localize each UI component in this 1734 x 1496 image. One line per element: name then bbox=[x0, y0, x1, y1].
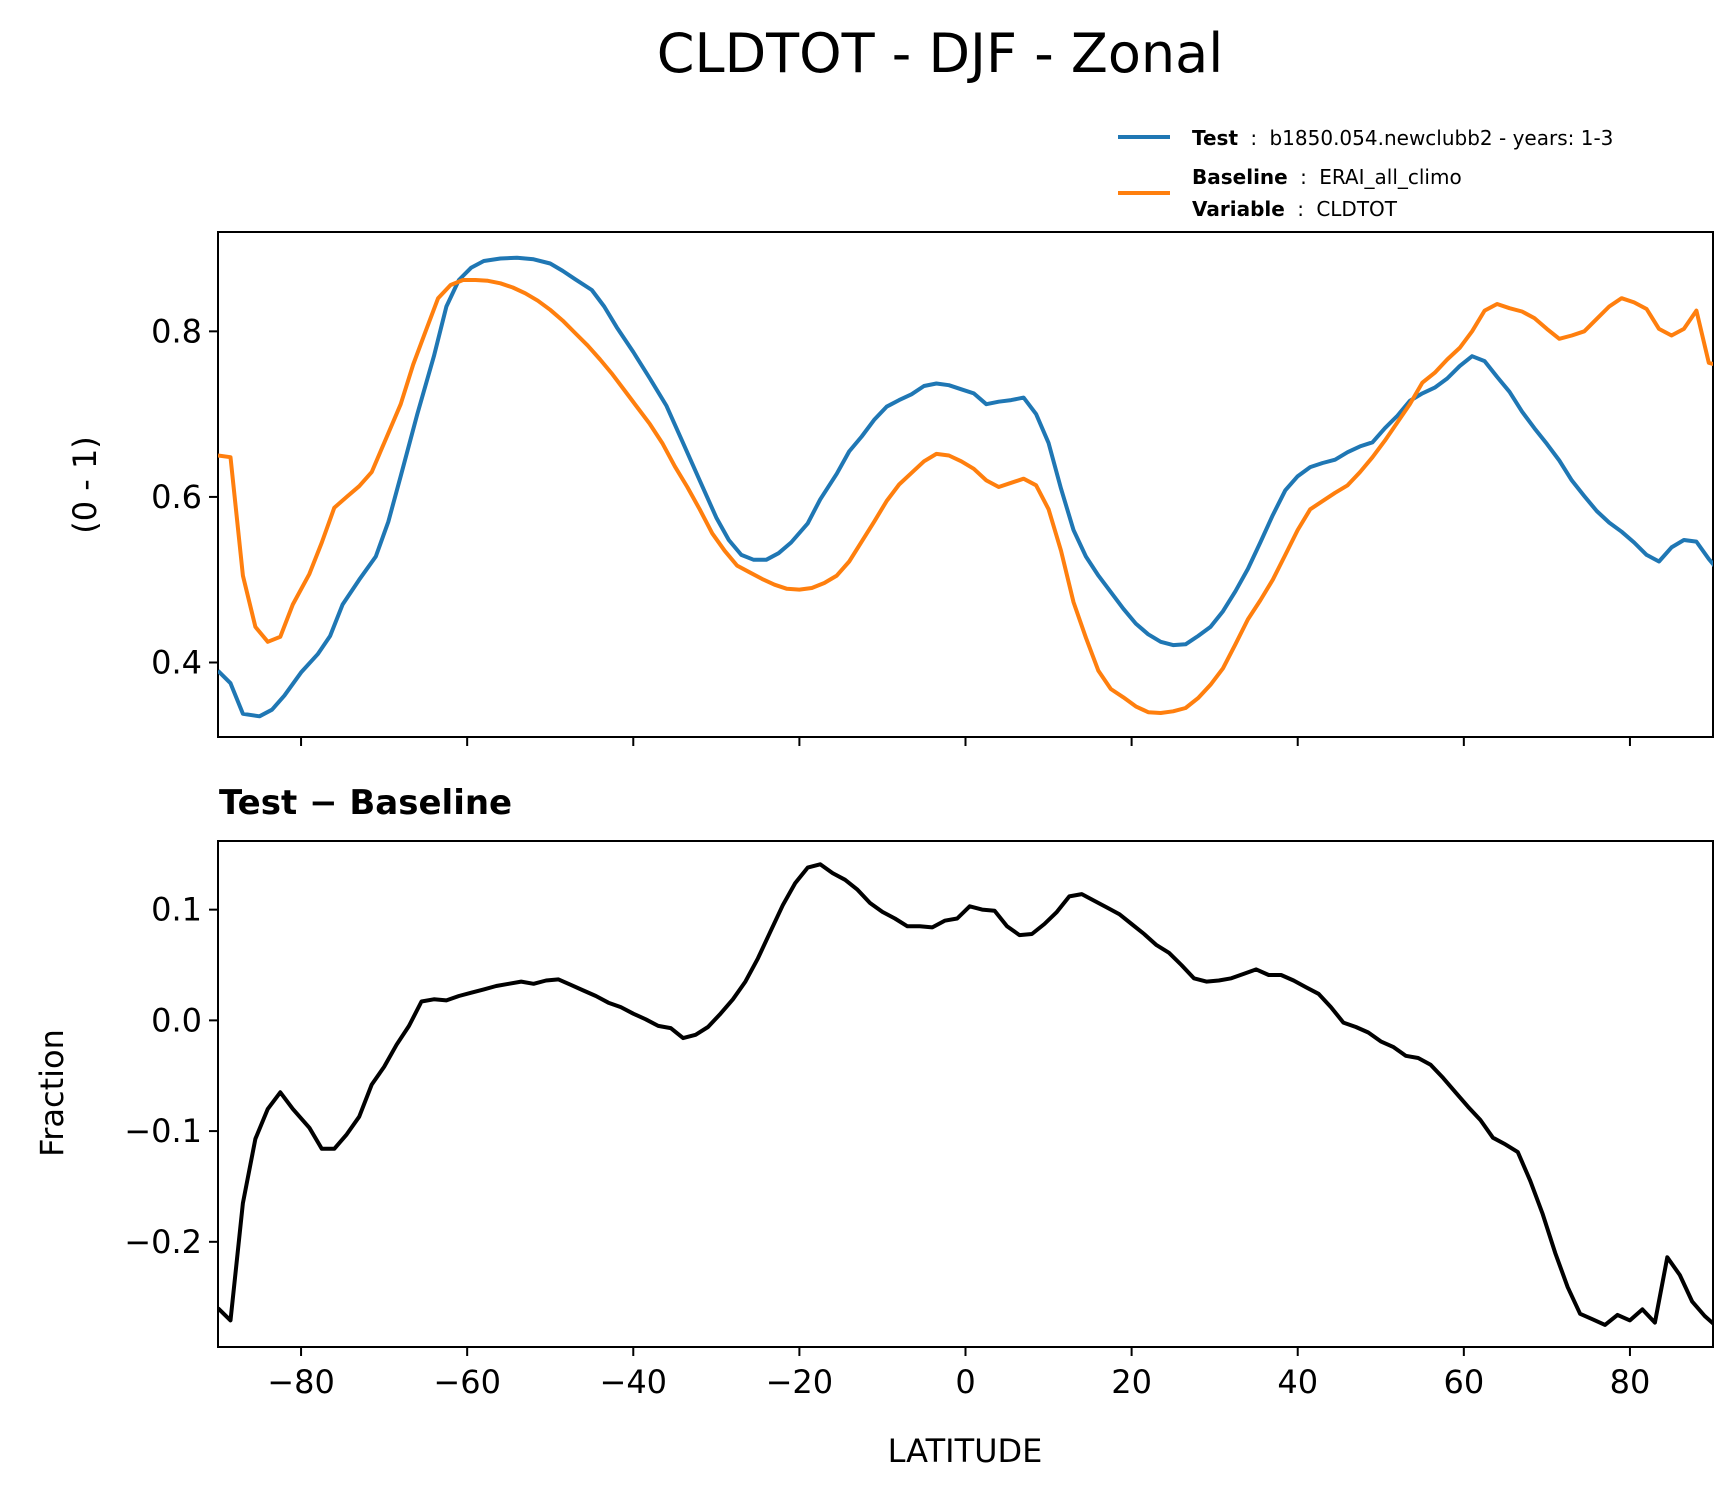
legend: Test : b1850.054.newclubb2 - years: 1-3 … bbox=[1118, 126, 1613, 221]
bottom-x-tick-label: 60 bbox=[1443, 1363, 1484, 1401]
top-series-line-baseline bbox=[218, 278, 1713, 715]
top-y-tick-label: 0.6 bbox=[151, 478, 202, 516]
bottom-panel: Test − Baseline −0.2 −0.1 0.0 0.1 −80 −60 −40… bbox=[33, 783, 1714, 1470]
top-y-tick-label: 0.4 bbox=[151, 643, 202, 681]
figure-title: CLDTOT - DJF - Zonal bbox=[657, 22, 1223, 85]
legend-variable-separator: : bbox=[1297, 197, 1304, 221]
bottom-y-tick-label: −0.2 bbox=[124, 1223, 202, 1261]
bottom-series-line-difference bbox=[218, 862, 1713, 1327]
top-series-group bbox=[218, 255, 1713, 719]
legend-variable-label: Variable bbox=[1192, 197, 1285, 221]
bottom-x-tick-label: 40 bbox=[1277, 1363, 1318, 1401]
bottom-x-tick-label: −60 bbox=[433, 1363, 501, 1401]
legend-variable-value: CLDTOT bbox=[1316, 197, 1397, 221]
x-axis-label: LATITUDE bbox=[888, 1432, 1043, 1470]
bottom-x-tick-label: 80 bbox=[1610, 1363, 1651, 1401]
bottom-x-tick-label: −40 bbox=[600, 1363, 668, 1401]
bottom-x-tick-label: 20 bbox=[1111, 1363, 1152, 1401]
bottom-x-tick-label: 0 bbox=[955, 1363, 975, 1401]
bottom-panel-title: Test − Baseline bbox=[219, 783, 512, 823]
bottom-series-group bbox=[218, 862, 1713, 1327]
bottom-y-tick-label: −0.1 bbox=[124, 1112, 202, 1150]
legend-test-separator: : bbox=[1250, 126, 1257, 150]
top-x-ticks bbox=[300, 737, 1631, 746]
legend-variable-entry: Variable : CLDTOT bbox=[1192, 197, 1398, 221]
bottom-x-tick-label: −80 bbox=[267, 1363, 335, 1401]
legend-baseline-value: ERAI_all_climo bbox=[1319, 165, 1462, 189]
legend-baseline-separator: : bbox=[1300, 165, 1307, 189]
top-y-ticks: 0.4 0.6 0.8 bbox=[151, 312, 218, 681]
legend-test-entry: Test : b1850.054.newclubb2 - years: 1-3 bbox=[1192, 126, 1613, 150]
top-y-axis-label: (0 - 1) bbox=[66, 436, 104, 534]
bottom-x-tick-label: −20 bbox=[766, 1363, 834, 1401]
bottom-y-ticks: −0.2 −0.1 0.0 0.1 bbox=[124, 891, 218, 1261]
legend-test-label: Test bbox=[1192, 126, 1238, 150]
top-y-tick-label: 0.8 bbox=[151, 312, 202, 350]
bottom-y-tick-label: 0.0 bbox=[151, 1001, 202, 1039]
top-panel: 0.4 0.6 0.8 (0 - 1) bbox=[66, 231, 1714, 746]
legend-test-value: b1850.054.newclubb2 - years: 1-3 bbox=[1269, 126, 1613, 150]
legend-baseline-entry: Baseline : ERAI_all_climo bbox=[1192, 165, 1462, 189]
bottom-y-tick-label: 0.1 bbox=[151, 891, 202, 929]
bottom-x-ticks: −80 −60 −40 −20 0 20 40 60 80 bbox=[267, 1347, 1650, 1401]
legend-baseline-label: Baseline bbox=[1192, 165, 1288, 189]
bottom-y-axis-label: Fraction bbox=[33, 1029, 71, 1157]
top-series-line-test bbox=[218, 255, 1713, 719]
